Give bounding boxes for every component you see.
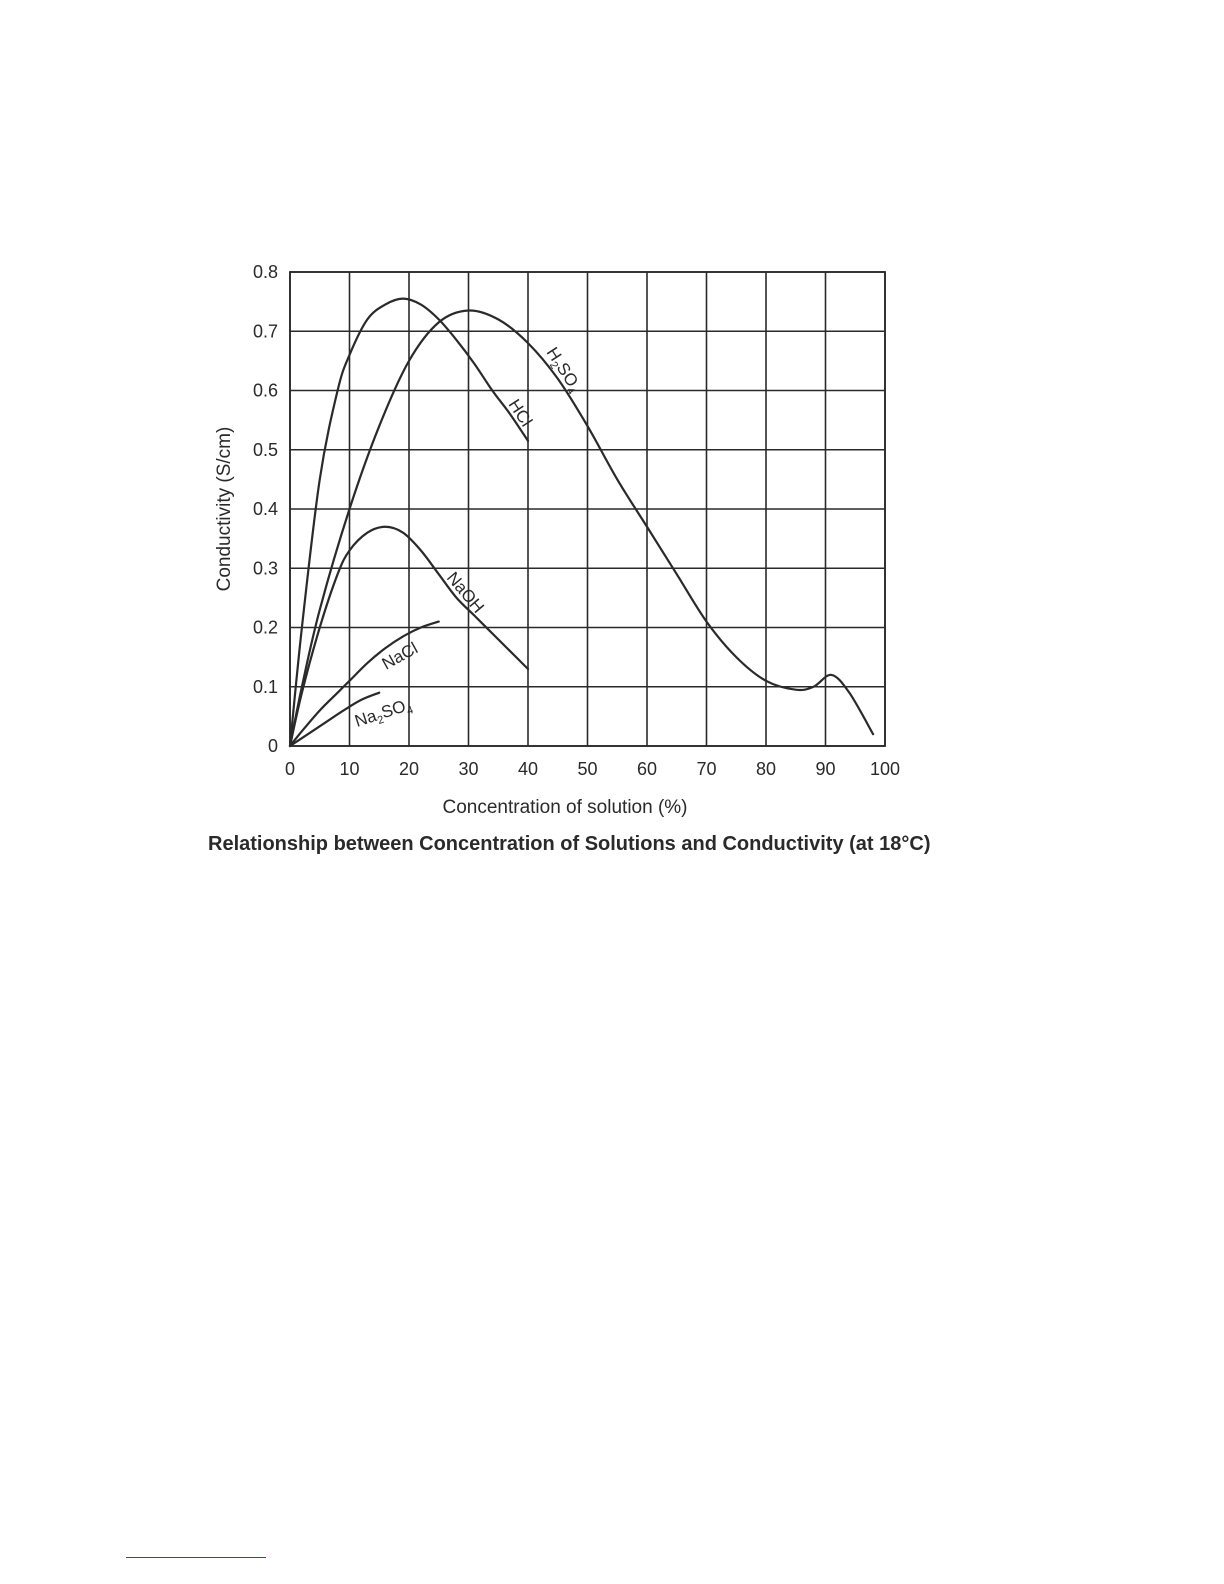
x-tick-labels: 0 10 20 30 40 50 60 70 80 90 100 bbox=[285, 759, 900, 779]
y-tick-label: 0.6 bbox=[253, 381, 278, 401]
y-tick-label: 0.5 bbox=[253, 440, 278, 460]
plot-frame bbox=[289, 271, 886, 747]
x-axis-title: Concentration of solution (%) bbox=[442, 797, 687, 818]
y-tick-label: 0.7 bbox=[253, 321, 278, 341]
series-label-hcl: HCl bbox=[505, 396, 536, 430]
x-tick-label: 80 bbox=[756, 759, 776, 779]
grid bbox=[289, 271, 886, 747]
x-tick-label: 10 bbox=[339, 759, 359, 779]
y-tick-label: 0.2 bbox=[253, 618, 278, 638]
footnote-rule bbox=[126, 1557, 266, 1558]
series-label-naoh: NaOH bbox=[443, 568, 488, 616]
x-tick-label: 30 bbox=[458, 759, 478, 779]
y-axis-title: Conductivity (S/cm) bbox=[214, 427, 235, 592]
series-line-h2so4 bbox=[288, 309, 875, 748]
y-tick-label: 0.3 bbox=[253, 558, 278, 578]
y-tick-labels: 0 0.1 0.2 0.3 0.4 0.5 0.6 0.7 0.8 bbox=[253, 262, 278, 756]
y-tick-label: 0 bbox=[268, 736, 278, 756]
x-tick-label: 20 bbox=[399, 759, 419, 779]
series-line-nacl bbox=[288, 620, 440, 748]
y-tick-label: 0.1 bbox=[253, 677, 278, 697]
x-tick-label: 70 bbox=[696, 759, 716, 779]
x-tick-label: 90 bbox=[815, 759, 835, 779]
x-tick-label: 100 bbox=[870, 759, 900, 779]
series-label-nacl: NaCl bbox=[379, 639, 421, 674]
series-line-naoh bbox=[288, 525, 530, 748]
chart-caption: Relationship between Concentration of So… bbox=[208, 833, 930, 855]
x-tick-label: 60 bbox=[637, 759, 657, 779]
series-line-na2so4 bbox=[288, 691, 381, 748]
series-label-h2so4: H2SO4 bbox=[540, 344, 585, 397]
series-curves bbox=[288, 297, 875, 748]
y-tick-label: 0.4 bbox=[253, 499, 278, 519]
series-line-hcl bbox=[288, 297, 530, 748]
x-tick-label: 40 bbox=[518, 759, 538, 779]
x-tick-label: 50 bbox=[577, 759, 597, 779]
x-tick-label: 0 bbox=[285, 759, 295, 779]
y-tick-label: 0.8 bbox=[253, 262, 278, 282]
